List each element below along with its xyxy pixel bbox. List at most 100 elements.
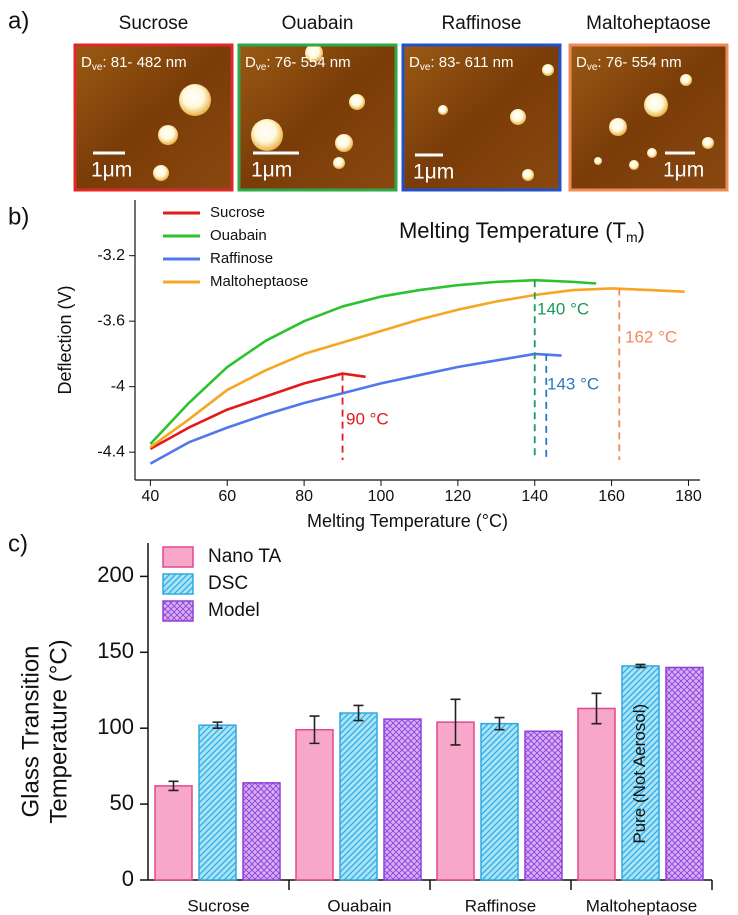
size-sub: ve: [587, 62, 598, 73]
bar-annotation: Pure (Not Aerosol): [630, 704, 649, 844]
y-axis-label: Temperature (°C): [45, 639, 72, 823]
title-main: Melting Temperature (T: [399, 218, 626, 243]
bar: [340, 713, 377, 880]
legend-swatch: [163, 547, 193, 567]
particle: [335, 134, 353, 152]
particle: [510, 109, 526, 125]
title-end: ): [638, 218, 645, 243]
particle: [333, 157, 345, 169]
y-tick-label: -3.2: [97, 247, 125, 264]
scale-label: 1μm: [663, 159, 704, 182]
particle: [680, 74, 692, 86]
image-title: Raffinose: [442, 13, 522, 34]
x-tick-label: 60: [218, 488, 236, 505]
bar: [481, 724, 518, 880]
x-tick-label: 40: [141, 488, 159, 505]
particle: [251, 119, 283, 151]
particle: [702, 137, 714, 149]
x-tick-label: 180: [675, 488, 702, 505]
x-tick-label: Ouabain: [327, 896, 391, 915]
scale-label: 1μm: [251, 159, 292, 182]
bar: [437, 722, 474, 880]
particle: [629, 160, 639, 170]
legend-label: Ouabain: [210, 227, 267, 244]
size-sub: ve: [256, 62, 267, 73]
legend-label: Nano TA: [208, 546, 282, 567]
size-sub: ve: [420, 62, 431, 73]
panel-label: c): [8, 530, 28, 557]
particle: [522, 169, 534, 181]
bar: [296, 730, 333, 880]
afm-image: Dve: 83- 611 nm 1μm: [403, 45, 560, 190]
x-tick-label: 120: [445, 488, 472, 505]
x-tick-label: Raffinose: [465, 896, 537, 915]
particle: [647, 148, 657, 158]
size-text: : 83- 611 nm: [430, 54, 513, 71]
scale-label: 1μm: [91, 159, 132, 182]
melting-label: 143 °C: [547, 374, 599, 393]
size-d: D: [245, 54, 256, 71]
legend-swatch: [163, 574, 193, 594]
size-d: D: [81, 54, 92, 71]
y-tick-label: 150: [97, 638, 134, 663]
size-d: D: [576, 54, 587, 71]
size-d: D: [409, 54, 420, 71]
melting-label: 162 °C: [625, 327, 677, 346]
particle: [644, 93, 668, 117]
x-tick-label: Maltoheptaose: [586, 896, 698, 915]
x-tick-label: 80: [295, 488, 313, 505]
particle: [594, 157, 602, 165]
y-tick-label: 50: [110, 790, 134, 815]
particle: [179, 84, 211, 116]
y-axis-label: Deflection (V): [55, 285, 75, 394]
particle: [542, 64, 554, 76]
y-tick-label: 100: [97, 714, 134, 739]
bar: [384, 719, 421, 880]
afm-image: Dve: 76- 554 nm 1μm: [239, 44, 396, 190]
x-tick-label: 100: [368, 488, 395, 505]
particle: [609, 118, 627, 136]
legend-label: Maltoheptaose: [210, 273, 308, 290]
size-text: : 81- 482 nm: [102, 54, 186, 71]
y-tick-label: -4.4: [97, 443, 125, 460]
size-text: : 76- 554 nm: [266, 54, 350, 71]
image-title: Maltoheptaose: [586, 13, 711, 34]
figure: a) b) c) Melting Temperature (Tm) Sucros…: [0, 0, 738, 915]
particle: [438, 105, 448, 115]
line-series: [150, 288, 684, 447]
legend-swatch: [163, 601, 193, 621]
particle: [158, 125, 178, 145]
bar: [666, 667, 703, 880]
y-tick-label: -4: [111, 378, 125, 395]
bar: [525, 731, 562, 880]
melting-label: 140 °C: [537, 299, 589, 318]
image-title: Ouabain: [282, 13, 354, 34]
x-tick-label: 160: [598, 488, 625, 505]
size-text: : 76- 554 nm: [597, 54, 681, 71]
y-tick-label: 200: [97, 562, 134, 587]
size-sub: ve: [92, 62, 103, 73]
legend-label: Sucrose: [210, 204, 265, 221]
legend-label: Raffinose: [210, 250, 273, 267]
panel-label: b): [8, 203, 29, 230]
image-title: Sucrose: [119, 13, 189, 34]
panel-label: a): [8, 7, 29, 34]
y-tick-label: -3.6: [97, 312, 125, 329]
bar: [199, 725, 236, 880]
melting-label: 90 °C: [346, 409, 389, 428]
afm-image: Dve: 76- 554 nm 1μm: [570, 45, 727, 190]
y-tick-label: 0: [122, 866, 134, 891]
chart-title: Melting Temperature (Tm): [399, 218, 645, 245]
legend-label: DSC: [208, 573, 248, 594]
bar: [155, 786, 192, 880]
particle: [349, 94, 365, 110]
afm-image: Dve: 81- 482 nm 1μm: [75, 45, 232, 190]
legend-label: Model: [208, 600, 260, 621]
bar: [578, 708, 615, 880]
particle: [153, 165, 169, 181]
scale-label: 1μm: [413, 161, 454, 184]
bar: [243, 783, 280, 880]
y-axis-label: Glass Transition: [17, 645, 44, 817]
x-tick-label: Sucrose: [187, 896, 249, 915]
x-axis-label: Melting Temperature (°C): [307, 511, 508, 531]
